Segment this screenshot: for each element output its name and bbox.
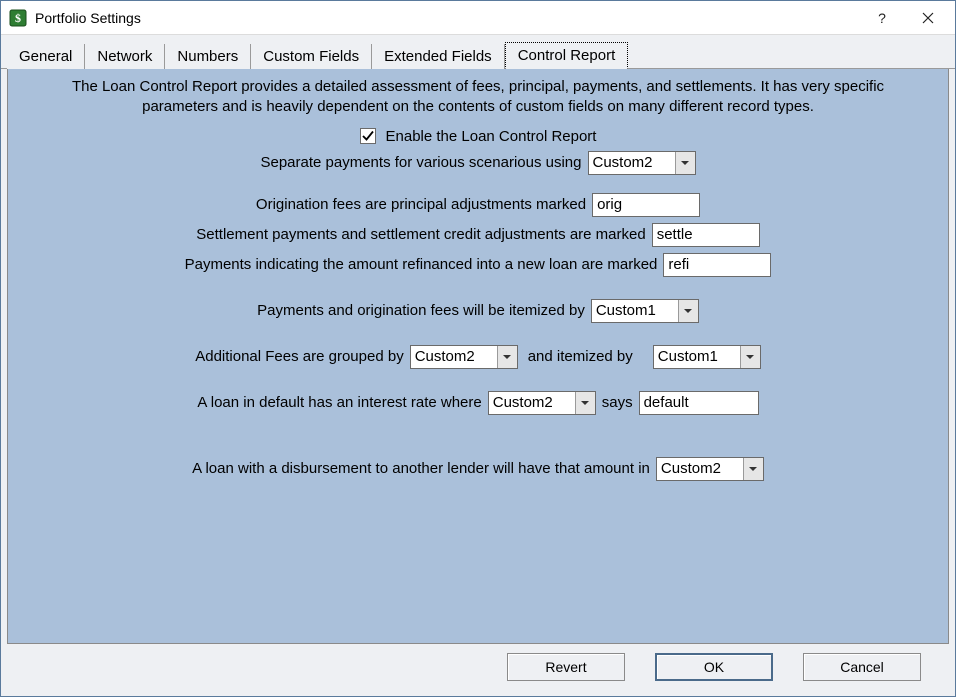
panel-description: The Loan Control Report provides a detai… — [38, 77, 918, 118]
tab-network[interactable]: Network — [85, 44, 165, 69]
separate-row: Separate payments for various scenarious… — [22, 151, 934, 175]
dialog-footer: Revert OK Cancel — [7, 644, 949, 690]
tab-extended-fields[interactable]: Extended Fields — [372, 44, 505, 69]
app-icon: $ — [9, 9, 27, 27]
itemized-label: Payments and origination fees will be it… — [257, 302, 585, 319]
revert-button[interactable]: Revert — [507, 653, 625, 681]
tab-control-report[interactable]: Control Report — [505, 42, 629, 69]
settle-input[interactable] — [652, 223, 760, 247]
refi-label: Payments indicating the amount refinance… — [185, 256, 658, 273]
addfees-itemizeby-select[interactable]: Custom1 — [653, 345, 761, 369]
chevron-down-icon — [497, 346, 517, 368]
separate-select[interactable]: Custom2 — [588, 151, 696, 175]
default-input[interactable] — [639, 391, 759, 415]
chevron-down-icon — [675, 152, 695, 174]
tab-numbers[interactable]: Numbers — [165, 44, 251, 69]
chevron-down-icon — [575, 392, 595, 414]
itemized-select-value: Custom1 — [592, 300, 678, 322]
titlebar: $ Portfolio Settings ? — [1, 1, 955, 35]
enable-row: Enable the Loan Control Report — [22, 128, 934, 145]
cancel-button[interactable]: Cancel — [803, 653, 921, 681]
itemized-row: Payments and origination fees will be it… — [22, 299, 934, 323]
orig-label: Origination fees are principal adjustmen… — [256, 196, 586, 213]
addfees-label-a: Additional Fees are grouped by — [195, 348, 403, 365]
settle-label: Settlement payments and settlement credi… — [196, 226, 645, 243]
ok-button[interactable]: OK — [655, 653, 773, 681]
tab-general[interactable]: General — [7, 44, 85, 69]
addfees-row: Additional Fees are grouped by Custom2 a… — [22, 345, 934, 369]
tab-strip: General Network Numbers Custom Fields Ex… — [1, 35, 955, 69]
disb-select[interactable]: Custom2 — [656, 457, 764, 481]
disb-row: A loan with a disbursement to another le… — [22, 457, 934, 481]
settle-row: Settlement payments and settlement credi… — [22, 223, 934, 247]
content-wrap: The Loan Control Report provides a detai… — [1, 69, 955, 696]
svg-text:$: $ — [15, 11, 21, 25]
addfees-itemizeby-value: Custom1 — [654, 346, 740, 368]
addfees-groupby-select[interactable]: Custom2 — [410, 345, 518, 369]
orig-row: Origination fees are principal adjustmen… — [22, 193, 934, 217]
chevron-down-icon — [740, 346, 760, 368]
chevron-down-icon — [743, 458, 763, 480]
disb-select-value: Custom2 — [657, 458, 743, 480]
chevron-down-icon — [678, 300, 698, 322]
default-label-b: says — [602, 394, 633, 411]
separate-select-value: Custom2 — [589, 152, 675, 174]
tab-custom-fields[interactable]: Custom Fields — [251, 44, 372, 69]
orig-input[interactable] — [592, 193, 700, 217]
default-select[interactable]: Custom2 — [488, 391, 596, 415]
refi-row: Payments indicating the amount refinance… — [22, 253, 934, 277]
itemized-select[interactable]: Custom1 — [591, 299, 699, 323]
settings-window: $ Portfolio Settings ? General Network N… — [0, 0, 956, 697]
close-button[interactable] — [905, 3, 951, 33]
disb-label: A loan with a disbursement to another le… — [192, 460, 650, 477]
default-label-a: A loan in default has an interest rate w… — [197, 394, 481, 411]
window-title: Portfolio Settings — [35, 10, 859, 26]
refi-input[interactable] — [663, 253, 771, 277]
enable-checkbox[interactable] — [360, 128, 376, 144]
control-report-panel: The Loan Control Report provides a detai… — [7, 69, 949, 644]
default-row: A loan in default has an interest rate w… — [22, 391, 934, 415]
default-select-value: Custom2 — [489, 392, 575, 414]
addfees-groupby-value: Custom2 — [411, 346, 497, 368]
separate-label: Separate payments for various scenarious… — [260, 154, 581, 171]
enable-label: Enable the Loan Control Report — [386, 128, 597, 145]
addfees-label-b: and itemized by — [528, 348, 633, 365]
help-button[interactable]: ? — [859, 3, 905, 33]
